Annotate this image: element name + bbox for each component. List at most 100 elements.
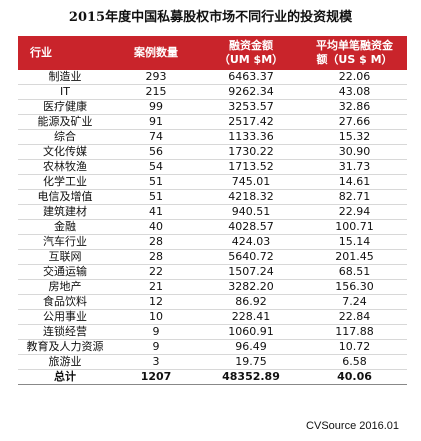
table-row: 房地产 21 3282.20 156.30 [18,279,407,295]
average-cell: 117.88 [302,324,407,340]
table-row: 教育及人力资源 9 96.49 10.72 [18,339,407,355]
amount-cell: 1507.24 [200,264,302,280]
cases-cell: 9 [112,324,200,340]
industry-cell: 电信及增值 [18,189,112,205]
header-amount-line1: 融资金额 [229,39,273,52]
average-cell: 43.08 [302,84,407,100]
amount-cell: 1730.22 [200,144,302,160]
average-cell: 27.66 [302,114,407,130]
amount-cell: 96.49 [200,339,302,355]
average-cell: 15.14 [302,234,407,250]
industry-cell: 公用事业 [18,309,112,325]
amount-cell: 424.03 [200,234,302,250]
cases-cell: 74 [112,129,200,145]
amount-cell: 745.01 [200,174,302,190]
industry-cell: 医疗健康 [18,99,112,115]
cases-cell: 99 [112,99,200,115]
table-row: 汽车行业 28 424.03 15.14 [18,234,407,250]
header-amount: 融资金额 （UM $M） [200,36,302,70]
total-cases-cell: 1207 [112,369,200,385]
industry-cell: 金融 [18,219,112,235]
industry-cell: 教育及人力资源 [18,339,112,355]
amount-cell: 4218.32 [200,189,302,205]
average-cell: 22.06 [302,70,407,85]
cases-cell: 12 [112,294,200,310]
industry-cell: 旅游业 [18,354,112,370]
amount-cell: 1060.91 [200,324,302,340]
total-industry-cell: 总计 [18,369,112,385]
table-row: IT 215 9262.34 43.08 [18,84,407,100]
cases-cell: 293 [112,70,200,85]
table-row: 建筑建材 41 940.51 22.94 [18,204,407,220]
total-average-cell: 40.06 [302,369,407,385]
cases-cell: 54 [112,159,200,175]
industry-cell: 食品饮料 [18,294,112,310]
average-cell: 32.86 [302,99,407,115]
cases-cell: 56 [112,144,200,160]
average-cell: 82.71 [302,189,407,205]
investment-table: 行业 案例数量 融资金额 （UM $M） 平均单笔融资金 额（US $ M） 制… [18,36,407,385]
amount-cell: 1133.36 [200,129,302,145]
cases-cell: 3 [112,354,200,370]
industry-cell: 能源及矿业 [18,114,112,130]
amount-cell: 3282.20 [200,279,302,295]
average-cell: 100.71 [302,219,407,235]
industry-cell: 房地产 [18,279,112,295]
table-row: 文化传媒 56 1730.22 30.90 [18,144,407,160]
amount-cell: 228.41 [200,309,302,325]
table-row: 公用事业 10 228.41 22.84 [18,309,407,325]
header-industry: 行业 [18,36,112,70]
cases-cell: 21 [112,279,200,295]
average-cell: 22.84 [302,309,407,325]
industry-cell: 建筑建材 [18,204,112,220]
average-cell: 201.45 [302,249,407,265]
table-row: 医疗健康 99 3253.57 32.86 [18,99,407,115]
amount-cell: 5640.72 [200,249,302,265]
amount-cell: 19.75 [200,354,302,370]
cases-cell: 215 [112,84,200,100]
header-cases: 案例数量 [112,36,200,70]
source-note: CVSource 2016.01 [306,420,399,432]
average-cell: 7.24 [302,294,407,310]
average-cell: 30.90 [302,144,407,160]
table-row: 能源及矿业 91 2517.42 27.66 [18,114,407,130]
industry-cell: 汽车行业 [18,234,112,250]
amount-cell: 1713.52 [200,159,302,175]
cases-cell: 28 [112,234,200,250]
average-cell: 156.30 [302,279,407,295]
table-row: 农林牧渔 54 1713.52 31.73 [18,159,407,175]
average-cell: 15.32 [302,129,407,145]
average-cell: 22.94 [302,204,407,220]
cases-cell: 91 [112,114,200,130]
amount-cell: 3253.57 [200,99,302,115]
industry-cell: 农林牧渔 [18,159,112,175]
industry-cell: 文化传媒 [18,144,112,160]
header-amount-line2: （UM $M） [218,53,284,66]
cases-cell: 51 [112,174,200,190]
amount-cell: 9262.34 [200,84,302,100]
average-cell: 6.58 [302,354,407,370]
industry-cell: 化学工业 [18,174,112,190]
header-average-line1: 平均单笔融资金 [316,39,393,52]
amount-cell: 4028.57 [200,219,302,235]
cases-cell: 10 [112,309,200,325]
industry-cell: 综合 [18,129,112,145]
industry-cell: 互联网 [18,249,112,265]
header-average-line2: 额（US $ M） [316,53,393,66]
industry-cell: 制造业 [18,70,112,85]
table-row: 互联网 28 5640.72 201.45 [18,249,407,265]
average-cell: 68.51 [302,264,407,280]
industry-cell: 交通运输 [18,264,112,280]
cases-cell: 9 [112,339,200,355]
table-row: 综合 74 1133.36 15.32 [18,129,407,145]
table-row: 金融 40 4028.57 100.71 [18,219,407,235]
total-amount-cell: 48352.89 [200,369,302,385]
table-row: 制造业 293 6463.37 22.06 [18,70,407,85]
industry-cell: IT [18,84,112,100]
table-body: 制造业 293 6463.37 22.06 IT 215 9262.34 43.08 医疗健康 9… [18,70,407,385]
table-row: 连锁经营 9 1060.91 117.88 [18,324,407,340]
average-cell: 10.72 [302,339,407,355]
table-title: 2015年度中国私募股权市场不同行业的投资规模 [68,10,353,25]
industry-cell: 连锁经营 [18,324,112,340]
amount-cell: 86.92 [200,294,302,310]
